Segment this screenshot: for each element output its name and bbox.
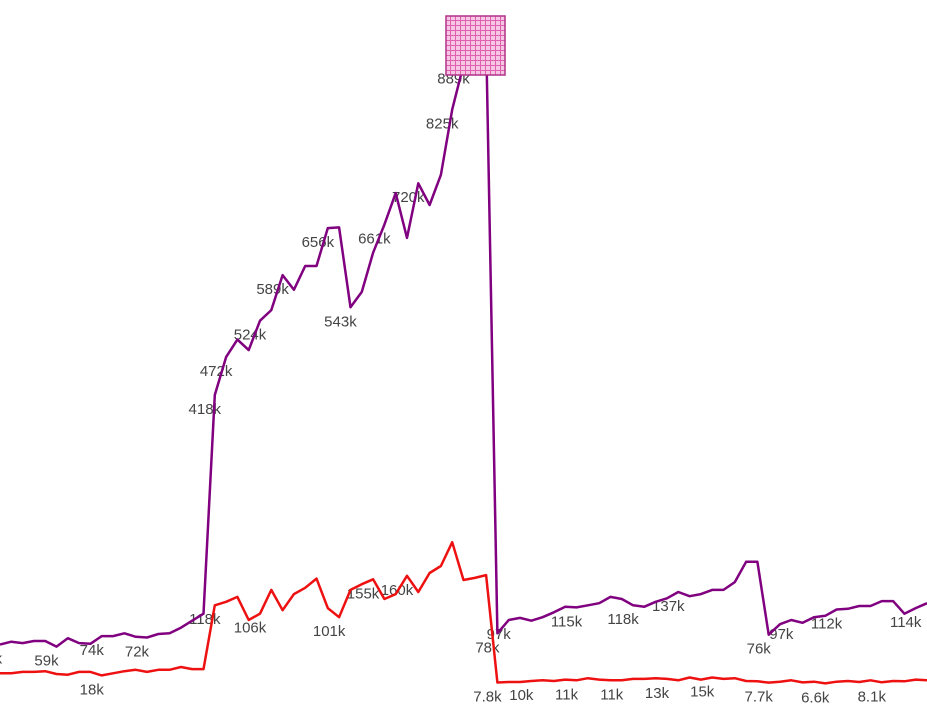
data-label: 155k (347, 585, 380, 602)
data-label: 62k (0, 651, 3, 668)
data-label: 112k (811, 615, 843, 632)
data-label: 15k (690, 683, 715, 700)
data-label: 101k (313, 623, 346, 640)
data-label: 418k (189, 401, 222, 418)
data-label: 106k (234, 620, 267, 637)
data-label: 74k (80, 642, 105, 659)
data-label: 114k (890, 614, 922, 631)
data-label: 6.6k (801, 689, 830, 706)
data-label: 97k (769, 626, 794, 643)
data-label: 8.1k (858, 688, 887, 705)
data-label: 543k (324, 313, 357, 330)
data-label: 59k (34, 653, 59, 670)
plot-area: 62k 59k 74k 72k 418k 472k 524k 589k 656k 543k 661k… (0, 34, 927, 706)
data-label: 825k (426, 116, 459, 133)
data-label: 97k (487, 626, 512, 643)
data-label: 524k (234, 327, 267, 344)
data-label: 11k (555, 686, 579, 703)
data-label: 115k (551, 613, 583, 630)
data-label: 137k (652, 598, 685, 615)
peak-marker (445, 15, 506, 76)
data-label: 7.7k (745, 689, 774, 706)
line-series (0, 34, 927, 648)
data-label: 18k (80, 681, 105, 698)
data-label: 13k (645, 685, 670, 702)
data-label: 7.8k (473, 689, 502, 706)
data-label: 472k (200, 363, 233, 380)
data-label: 656k (302, 234, 335, 251)
line-series (0, 540, 927, 685)
data-label: 76k (747, 641, 772, 658)
data-label: 661k (358, 231, 391, 248)
data-label: 10k (509, 687, 534, 704)
data-label: 11k (600, 686, 624, 703)
data-label: 72k (125, 643, 150, 660)
data-label: 118k (607, 611, 639, 628)
data-label: 589k (256, 281, 289, 298)
